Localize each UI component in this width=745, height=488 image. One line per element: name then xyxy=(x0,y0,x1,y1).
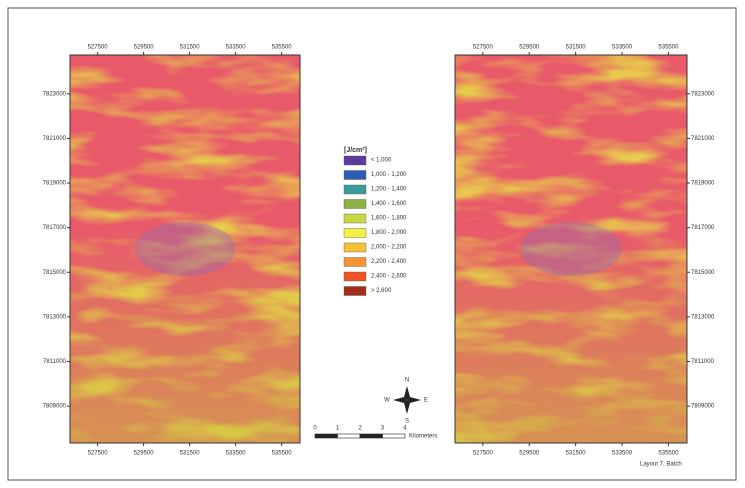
map-panel: 527500 527500 529500 529500 531500 531500 5335… xyxy=(455,45,715,457)
x-tick-label: 535500 xyxy=(272,45,293,51)
x-tick-label: 533500 xyxy=(226,45,247,51)
legend-swatch xyxy=(344,258,366,267)
compass: N S E W xyxy=(384,378,428,425)
legend-swatch xyxy=(344,243,366,252)
scale-label: 1 xyxy=(336,426,340,432)
x-tick-label: 533500 xyxy=(612,451,633,457)
y-tick-label: 7819000 xyxy=(43,181,67,187)
x-tick-label: 529500 xyxy=(519,451,540,457)
y-tick-label: 7819000 xyxy=(691,181,715,187)
scale-label: 0 xyxy=(313,426,317,432)
legend-label: < 1,000 xyxy=(371,158,392,164)
raster-low xyxy=(520,222,622,276)
x-tick-label: 533500 xyxy=(226,451,247,457)
page: 527500 527500 529500 529500 531500 531500 5335… xyxy=(0,0,745,488)
legend-swatch xyxy=(344,229,366,238)
y-tick-label: 7823000 xyxy=(43,91,67,97)
legend-label: > 2,600 xyxy=(371,288,392,294)
x-tick-label: 535500 xyxy=(658,45,679,51)
y-tick-label: 7811000 xyxy=(43,359,67,365)
y-tick-label: 7809000 xyxy=(43,404,67,410)
x-tick-label: 529500 xyxy=(134,45,155,51)
x-tick-label: 531500 xyxy=(566,451,587,457)
y-tick-label: 7823000 xyxy=(691,91,715,97)
scale-unit: Kilometers xyxy=(409,434,437,440)
x-tick-label: 535500 xyxy=(272,451,293,457)
x-tick-label: 535500 xyxy=(658,451,679,457)
x-tick-label: 529500 xyxy=(519,45,540,51)
footer: Layout 7, Batch xyxy=(640,462,682,468)
legend-label: 1,200 - 1,400 xyxy=(371,187,407,193)
legend-title: [J/cm²] xyxy=(344,147,367,154)
scale-label: 2 xyxy=(358,426,362,432)
y-tick-label: 7817000 xyxy=(43,225,67,231)
legend-label: 2,200 - 2,400 xyxy=(371,259,407,265)
x-tick-label: 527500 xyxy=(473,451,494,457)
legend-swatch xyxy=(344,214,366,223)
legend-label: 1,000 - 1,200 xyxy=(371,172,407,178)
scale-label: 4 xyxy=(403,426,407,432)
legend-label: 1,400 - 1,600 xyxy=(371,201,407,207)
y-tick-label: 7817000 xyxy=(691,225,715,231)
compass-e: E xyxy=(424,398,428,404)
x-tick-label: 531500 xyxy=(180,45,201,51)
y-tick-label: 7811000 xyxy=(691,359,715,365)
map-panel: 527500 527500 529500 529500 531500 531500 5335… xyxy=(43,45,300,457)
legend-swatch xyxy=(344,272,366,281)
scale-label: 3 xyxy=(381,426,385,432)
scale-segment xyxy=(360,434,383,438)
compass-s: S xyxy=(405,419,409,425)
legend-label: 1,600 - 1,800 xyxy=(371,216,407,222)
x-tick-label: 533500 xyxy=(612,45,633,51)
legend-swatch xyxy=(344,200,366,209)
x-tick-label: 531500 xyxy=(566,45,587,51)
legend-label: 2,000 - 2,200 xyxy=(371,245,407,251)
y-tick-label: 7821000 xyxy=(691,136,715,142)
legend-label: 1,800 - 2,000 xyxy=(371,230,407,236)
compass-n: N xyxy=(405,378,409,384)
legend-swatch xyxy=(344,156,366,165)
scale-segment xyxy=(383,434,406,438)
y-tick-label: 7815000 xyxy=(691,270,715,276)
y-tick-label: 7813000 xyxy=(43,314,67,320)
x-tick-label: 527500 xyxy=(473,45,494,51)
x-tick-label: 531500 xyxy=(180,451,201,457)
legend-swatch xyxy=(344,287,366,296)
legend-label: 2,400 - 2,600 xyxy=(371,274,407,280)
x-tick-label: 529500 xyxy=(134,451,155,457)
y-tick-label: 7813000 xyxy=(691,314,715,320)
x-tick-label: 527500 xyxy=(88,451,109,457)
x-tick-label: 527500 xyxy=(88,45,109,51)
y-tick-label: 7815000 xyxy=(43,270,67,276)
scale-segment xyxy=(338,434,361,438)
legend: [J/cm²] < 1,000 1,000 - 1,200 1,200 - 1,40… xyxy=(344,147,407,296)
y-tick-label: 7809000 xyxy=(691,404,715,410)
raster-low xyxy=(134,222,235,276)
legend-swatch xyxy=(344,185,366,194)
y-tick-label: 7821000 xyxy=(43,136,67,142)
scale-segment xyxy=(315,434,338,438)
compass-w: W xyxy=(384,398,390,404)
legend-swatch xyxy=(344,171,366,180)
